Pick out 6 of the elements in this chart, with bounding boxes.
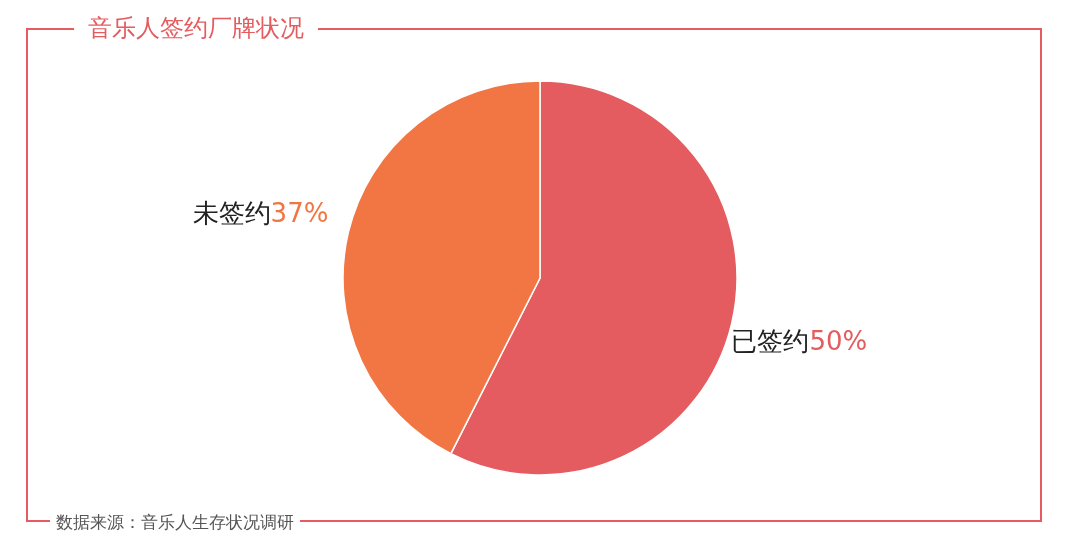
source-note: 数据来源：音乐人生存状况调研 <box>50 509 300 535</box>
data-label: 50% <box>809 326 868 357</box>
chart-title: 音乐人签约厂牌状况 <box>74 12 318 44</box>
data-label: 37% <box>270 197 329 228</box>
slice-label: 已签约 <box>731 326 810 357</box>
slice-label: 未签约 <box>192 197 271 228</box>
